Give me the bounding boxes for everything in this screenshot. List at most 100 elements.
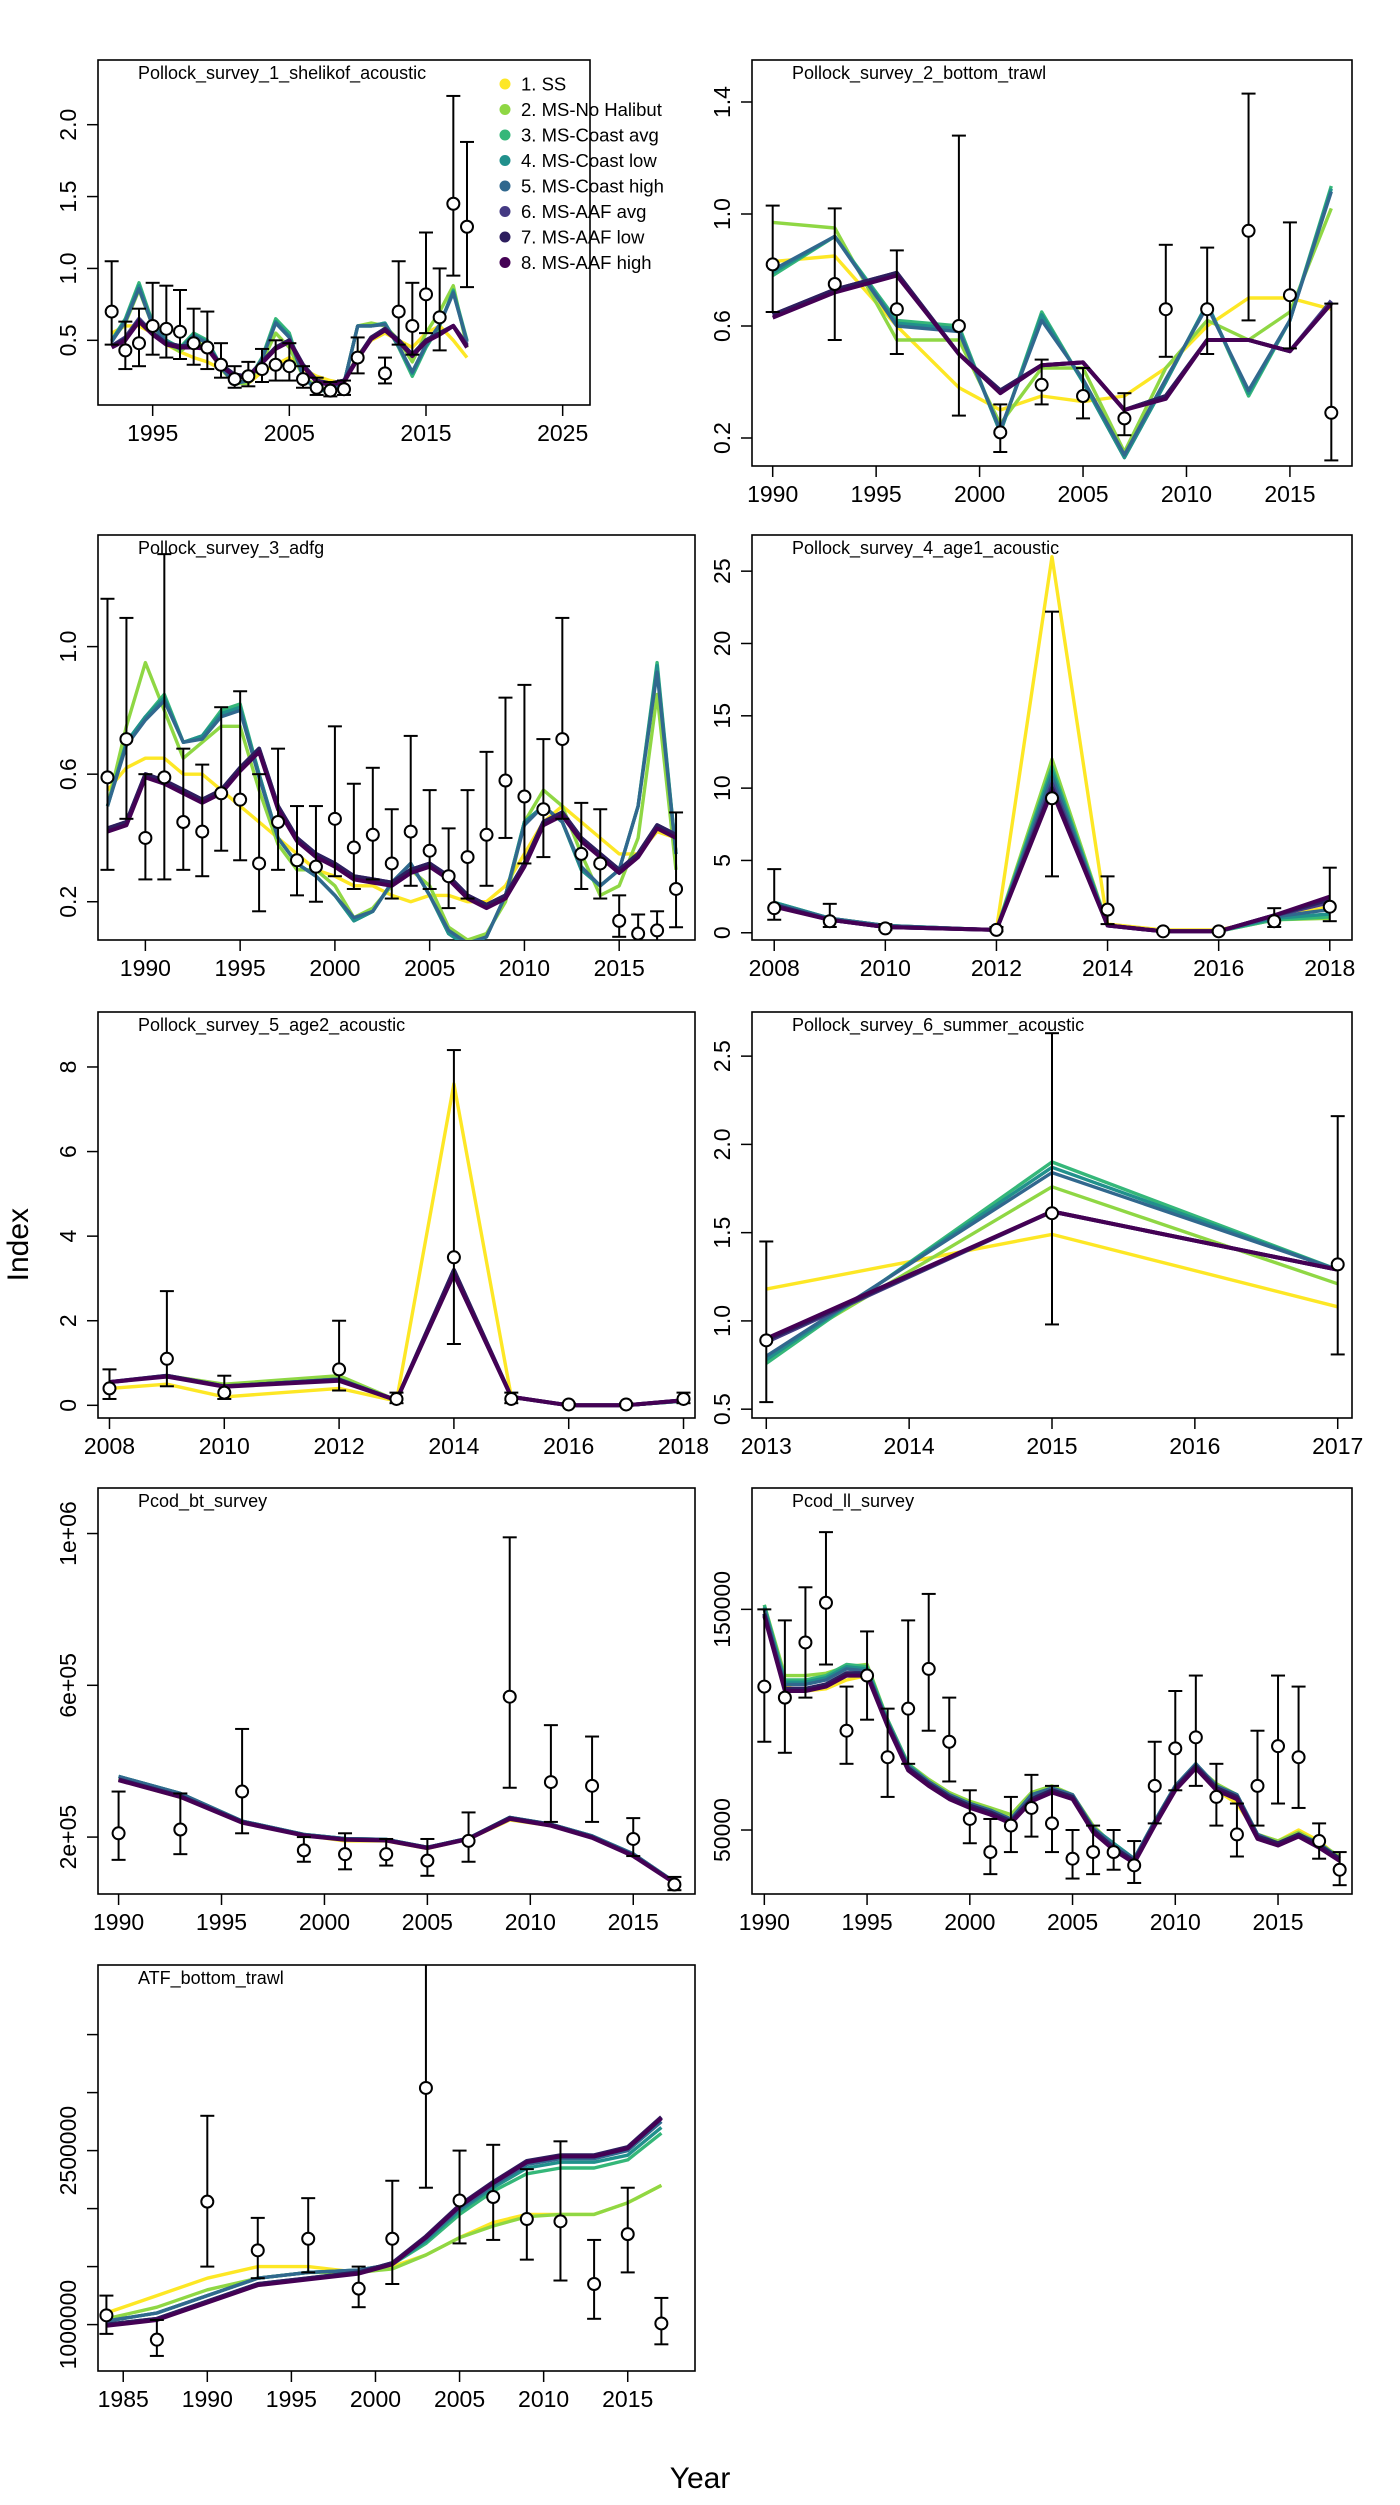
observation — [241, 360, 256, 388]
observation-point — [631, 926, 646, 940]
observation — [217, 1374, 232, 1400]
observation-point — [118, 343, 133, 358]
y-tick-label: 0.2 — [709, 422, 735, 454]
observation-point — [351, 2281, 366, 2296]
observation — [1332, 1851, 1347, 1887]
panel-title: Pollock_survey_4_age1_acoustic — [792, 538, 1059, 559]
observation-point — [350, 350, 365, 365]
x-tick-label: 2015 — [1264, 481, 1315, 507]
x-tick-label: 2000 — [944, 1909, 995, 1935]
observation — [200, 310, 215, 371]
observation-point — [296, 1843, 311, 1858]
observation-point — [626, 1831, 641, 1846]
observation — [309, 376, 324, 396]
observation — [585, 1735, 600, 1823]
x-tick-label: 1990 — [747, 481, 798, 507]
observation — [235, 1727, 250, 1835]
observation — [446, 1049, 461, 1345]
observation — [1127, 1840, 1142, 1884]
observation-point — [217, 1385, 232, 1400]
x-tick-label: 2015 — [1026, 1433, 1077, 1459]
observation — [536, 738, 551, 859]
observation — [452, 2149, 467, 2245]
observation — [593, 808, 608, 900]
observation-point — [504, 1391, 519, 1406]
observation — [669, 811, 684, 929]
legend-swatch — [499, 257, 511, 268]
observation — [118, 320, 133, 371]
observation — [798, 1586, 813, 1699]
observation — [1267, 907, 1282, 929]
y-tick-label: 1000000 — [55, 2280, 81, 2370]
observation — [757, 1608, 772, 1743]
observation-point — [777, 1690, 792, 1705]
observation-point — [332, 1362, 347, 1377]
x-tick-label: 2005 — [264, 420, 315, 446]
observation — [951, 134, 966, 417]
observation — [1250, 1729, 1265, 1827]
observation-point — [337, 382, 351, 397]
observation-point — [159, 321, 174, 336]
observation — [99, 2294, 114, 2335]
panel-frame — [751, 534, 1353, 941]
legend-label: 4. MS-Coast low — [521, 150, 657, 171]
observation-point — [441, 869, 456, 884]
observation-point — [669, 881, 684, 896]
observation-point — [889, 302, 904, 317]
observation — [765, 204, 780, 313]
observation-point — [296, 372, 310, 387]
series-line-5 — [106, 2120, 663, 2323]
legend-swatch — [499, 206, 511, 217]
plot-area — [104, 94, 474, 398]
observation — [1271, 1674, 1286, 1805]
series-line-1 — [118, 1778, 676, 1884]
legend-label: 2. MS-No Halibut — [521, 99, 662, 120]
observation — [250, 2216, 265, 2280]
observation-point — [195, 824, 210, 839]
panel-title: Pcod_bt_survey — [138, 1491, 267, 1512]
observation-point — [486, 2190, 501, 2204]
observation-point — [309, 380, 324, 395]
panel-title: Pollock_survey_3_adfg — [138, 538, 324, 559]
observation — [1291, 1685, 1306, 1809]
observation-point — [460, 850, 475, 865]
observation-point — [389, 1391, 404, 1406]
y-tick-label: 1.5 — [709, 1217, 735, 1249]
x-tick-label: 2005 — [434, 2386, 485, 2412]
legend-label: 3. MS-Coast avg — [521, 125, 659, 146]
series-line-2 — [106, 2183, 663, 2321]
x-tick-label: 2025 — [537, 420, 588, 446]
observation — [1024, 1773, 1039, 1838]
observation-point — [517, 789, 532, 804]
observation — [1322, 866, 1337, 923]
observation-point — [461, 1833, 476, 1848]
observation — [631, 913, 646, 940]
observation — [159, 284, 174, 359]
observation — [1211, 924, 1226, 939]
series-line-6 — [106, 2116, 663, 2327]
observation-point — [422, 843, 437, 858]
observation — [620, 2186, 635, 2274]
observation-point — [1106, 1845, 1121, 1860]
x-tick-label: 2018 — [1304, 955, 1355, 981]
observation-point — [1312, 1834, 1327, 1849]
x-tick-label: 2015 — [1252, 1909, 1303, 1935]
observation-point — [271, 815, 286, 830]
legend-swatch — [499, 180, 511, 192]
observation — [504, 1391, 519, 1406]
x-tick-label: 1995 — [266, 2386, 317, 2412]
observation-point — [519, 2212, 534, 2227]
y-tick-label: 1.0 — [55, 252, 81, 284]
observation — [759, 1240, 774, 1404]
series-line-2 — [118, 1776, 676, 1884]
observation — [901, 1619, 916, 1765]
y-tick-label: 0.5 — [709, 1393, 735, 1425]
x-tick-label: 2005 — [1057, 481, 1108, 507]
x-axis-label: Year — [669, 2462, 731, 2495]
observation-point — [962, 1811, 977, 1826]
observation-point — [418, 2080, 433, 2095]
y-tick-label: 1e+06 — [55, 1501, 81, 1566]
x-tick-label: 2010 — [1150, 1909, 1201, 1935]
x-tick-label: 2015 — [400, 420, 451, 446]
